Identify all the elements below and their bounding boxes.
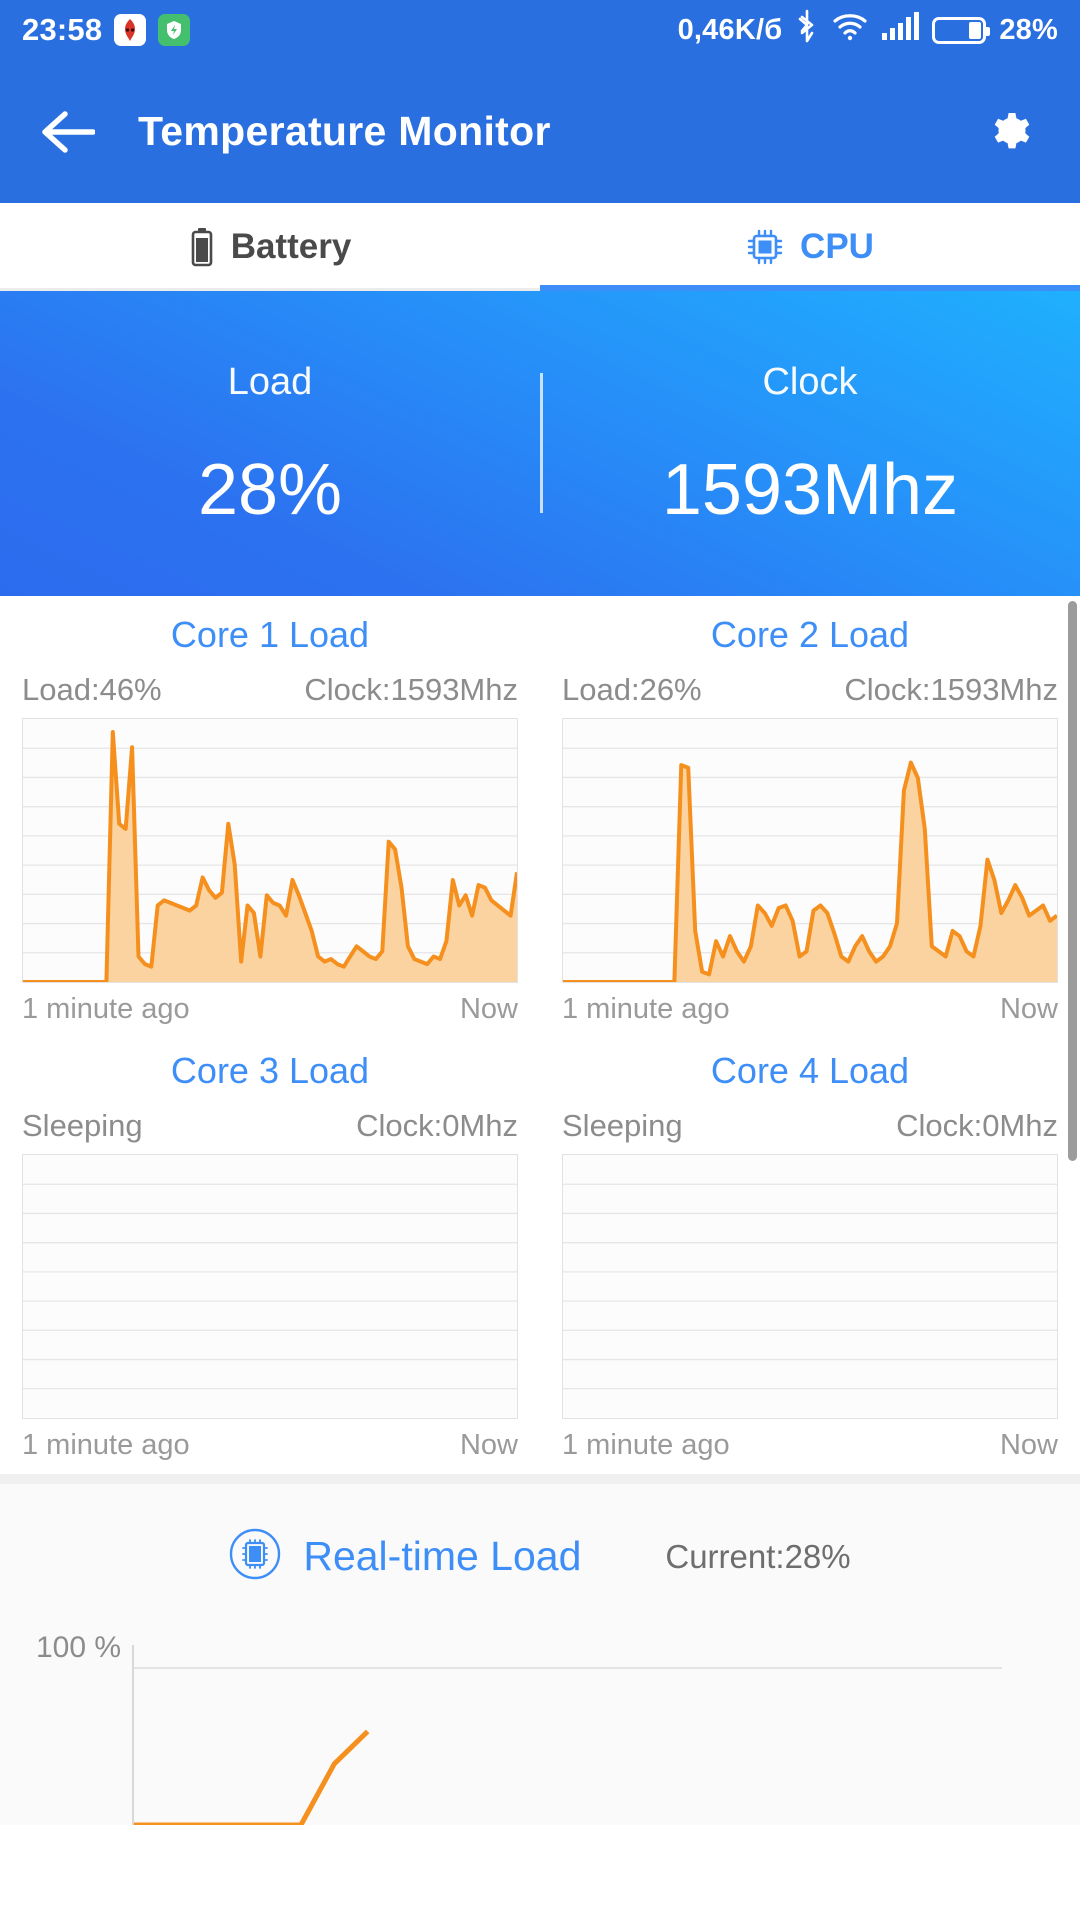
core-axis-labels: 1 minute ago Now bbox=[562, 993, 1058, 1026]
network-speed-text: 0,46K/б bbox=[677, 13, 783, 46]
realtime-header: Real-time Load Current:28% bbox=[0, 1528, 1080, 1585]
tab-divider bbox=[0, 288, 540, 291]
core-load-text: Load:26% bbox=[562, 672, 702, 707]
core-meta: Load:46% Clock:1593Mhz bbox=[22, 672, 518, 708]
bluetooth-icon bbox=[795, 9, 819, 51]
realtime-current-value: Current:28% bbox=[665, 1537, 851, 1575]
cpu-load-label: Load bbox=[227, 361, 313, 403]
core-axis-end: Now bbox=[459, 993, 518, 1025]
core-load-chart bbox=[22, 1154, 518, 1419]
battery-icon bbox=[932, 16, 991, 44]
cpu-chip-circle-icon bbox=[229, 1528, 281, 1585]
core-card-4: Core 4 Load Sleeping Clock:0Mhz 1 minute… bbox=[540, 1032, 1080, 1468]
status-bar-left: 23:58 bbox=[22, 12, 191, 48]
hero-divider bbox=[540, 373, 543, 513]
core-axis-end: Now bbox=[459, 1429, 518, 1461]
battery-percent-text: 28% bbox=[999, 13, 1058, 46]
core-clock-text: Clock:0Mhz bbox=[356, 1108, 518, 1143]
core-chart-grid: Core 1 Load Load:46% Clock:1593Mhz 1 min… bbox=[0, 596, 1080, 1474]
core-title: Core 3 Load bbox=[170, 1050, 370, 1091]
realtime-load-section: Real-time Load Current:28% 100 % bbox=[0, 1484, 1080, 1825]
cpu-summary-card: Load 28% Clock 1593Mhz bbox=[0, 291, 1080, 596]
core-title: Core 4 Load bbox=[710, 1050, 910, 1091]
realtime-plot-area bbox=[132, 1645, 1002, 1825]
core-card-3: Core 3 Load Sleeping Clock:0Mhz 1 minute… bbox=[0, 1032, 540, 1468]
core-axis-end: Now bbox=[999, 993, 1058, 1025]
core-title: Core 1 Load bbox=[170, 614, 370, 655]
tab-cpu[interactable]: CPU bbox=[540, 203, 1080, 291]
core-load-chart bbox=[22, 718, 518, 983]
status-clock: 23:58 bbox=[22, 12, 103, 47]
core-load-chart bbox=[562, 1154, 1058, 1419]
core-load-chart bbox=[562, 718, 1058, 983]
realtime-chart: 100 % bbox=[0, 1631, 1080, 1825]
core-card-1: Core 1 Load Load:46% Clock:1593Mhz 1 min… bbox=[0, 596, 540, 1032]
core-scroll-region[interactable]: Core 1 Load Load:46% Clock:1593Mhz 1 min… bbox=[0, 596, 1080, 1474]
settings-gear-icon[interactable] bbox=[982, 102, 1042, 162]
core-axis-start: 1 minute ago bbox=[562, 993, 730, 1025]
cpu-load-value: 28% bbox=[197, 450, 343, 530]
core-axis-end: Now bbox=[999, 1429, 1058, 1461]
core-clock-text: Clock:1593Mhz bbox=[844, 672, 1058, 707]
core-meta: Sleeping Clock:0Mhz bbox=[562, 1108, 1058, 1144]
cpu-clock-label: Clock bbox=[762, 361, 858, 403]
core-clock-text: Clock:0Mhz bbox=[896, 1108, 1058, 1143]
cpu-load-panel: Load 28% bbox=[0, 361, 540, 526]
signal-icon bbox=[881, 11, 920, 49]
cpu-clock-panel: Clock 1593Mhz bbox=[540, 361, 1080, 526]
cpu-chip-icon bbox=[746, 228, 784, 266]
core-axis-start: 1 minute ago bbox=[22, 1429, 190, 1461]
cpu-clock-value: 1593Mhz bbox=[661, 450, 959, 530]
vertical-scrollbar[interactable] bbox=[1068, 601, 1077, 1161]
page-title: Temperature Monitor bbox=[138, 108, 551, 154]
realtime-line-path bbox=[134, 1645, 1002, 1825]
core-card-2: Core 2 Load Load:26% Clock:1593Mhz 1 min… bbox=[540, 596, 1080, 1032]
core-axis-labels: 1 minute ago Now bbox=[562, 1429, 1058, 1462]
tab-battery[interactable]: Battery bbox=[0, 203, 540, 291]
core-meta: Sleeping Clock:0Mhz bbox=[22, 1108, 518, 1144]
core-axis-start: 1 minute ago bbox=[22, 993, 190, 1025]
app-icon-red bbox=[114, 14, 147, 46]
core-load-text: Sleeping bbox=[562, 1108, 683, 1143]
wifi-icon bbox=[832, 11, 868, 49]
core-axis-labels: 1 minute ago Now bbox=[22, 993, 518, 1026]
core-clock-text: Clock:1593Mhz bbox=[304, 672, 518, 707]
back-arrow-icon[interactable] bbox=[38, 102, 98, 162]
realtime-title: Real-time Load bbox=[303, 1533, 582, 1579]
realtime-gridline bbox=[134, 1667, 1002, 1669]
realtime-y-axis-label: 100 % bbox=[36, 1631, 122, 1664]
section-separator bbox=[0, 1474, 1080, 1484]
core-axis-labels: 1 minute ago Now bbox=[22, 1429, 518, 1462]
app-icon-green bbox=[158, 14, 191, 46]
status-bar: 23:58 0,46K/б bbox=[0, 0, 1080, 60]
core-load-text: Load:46% bbox=[22, 672, 162, 707]
core-title: Core 2 Load bbox=[710, 614, 910, 655]
app-bar: Temperature Monitor bbox=[0, 60, 1080, 203]
tab-battery-label: Battery bbox=[230, 227, 352, 266]
tab-active-indicator bbox=[540, 285, 1080, 291]
core-load-text: Sleeping bbox=[22, 1108, 143, 1143]
status-bar-right: 0,46K/б 28% bbox=[678, 9, 1058, 51]
battery-icon bbox=[189, 227, 215, 267]
tab-bar: Battery CPU bbox=[0, 203, 1080, 291]
tab-cpu-label: CPU bbox=[800, 227, 874, 266]
core-axis-start: 1 minute ago bbox=[562, 1429, 730, 1461]
core-meta: Load:26% Clock:1593Mhz bbox=[562, 672, 1058, 708]
